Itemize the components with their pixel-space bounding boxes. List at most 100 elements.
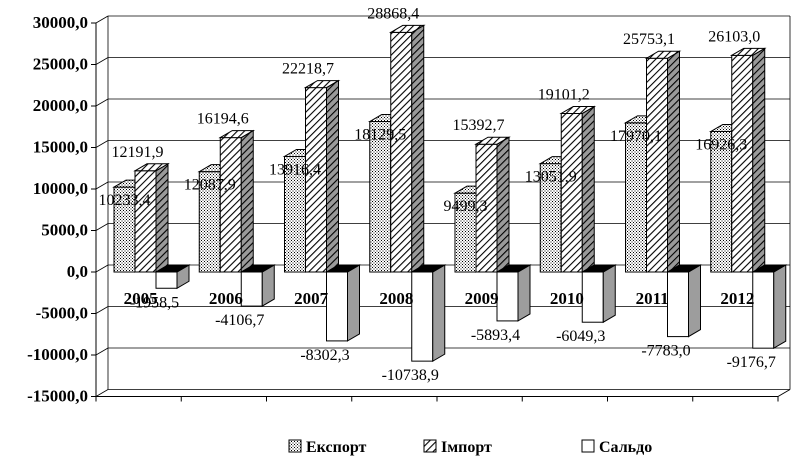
data-label-import: 22218,7: [282, 61, 334, 78]
data-label-import: 26103,0: [708, 28, 760, 45]
gridline-side: [95, 181, 109, 190]
bar-side: [496, 136, 510, 273]
category-label: 2006: [209, 289, 243, 308]
gridline-side: [95, 306, 109, 314]
gridline-side: [95, 264, 109, 273]
bar-side: [347, 264, 360, 342]
category-label: 2005: [124, 289, 158, 308]
bar-group: [708, 47, 788, 350]
bars: [112, 24, 788, 363]
category-label: 2007: [294, 289, 329, 308]
data-label-balance: -6049,3: [556, 328, 605, 345]
bar-side: [517, 264, 531, 322]
bar-balance: [409, 264, 447, 363]
category-label: 2010: [550, 289, 584, 308]
bar-group: [367, 24, 447, 363]
bar-front: [240, 271, 263, 307]
legend-item: Імпорт: [423, 439, 492, 456]
bar-top: [559, 105, 597, 114]
legend-label: Експорт: [306, 439, 367, 456]
bar-front: [134, 170, 157, 273]
y-tick-label: 20000,0: [33, 96, 88, 115]
legend-swatch: [288, 439, 302, 453]
data-label-import: 28868,4: [367, 5, 419, 22]
bar-front: [625, 122, 647, 273]
bar-top: [154, 264, 191, 273]
bar-top: [303, 80, 341, 89]
bar-front: [305, 87, 327, 273]
bar-group: [112, 162, 191, 290]
bar-group: [282, 79, 362, 342]
bar-front: [369, 121, 392, 273]
bar-side: [581, 105, 595, 273]
bar-import: [133, 162, 170, 273]
data-labels: 10233,4 12191,9 -1958,5 12087,9 16194,6 -4106…: [99, 5, 776, 384]
data-label-export: 9499,3: [444, 198, 488, 215]
bar-import: [729, 47, 767, 273]
y-tick-label: 25000,0: [33, 55, 88, 74]
bar-balance: [154, 264, 191, 290]
bar-top: [495, 264, 532, 273]
bar-balance: [495, 264, 532, 322]
bar-side: [667, 50, 680, 273]
bar-side: [326, 79, 339, 273]
data-label-export: 18129,5: [354, 127, 406, 144]
gridline-side: [95, 347, 109, 356]
gridline-side: [95, 98, 109, 107]
bar-balance: [665, 264, 703, 338]
bar-top: [474, 136, 511, 145]
bar-side: [155, 162, 169, 273]
category-label: 2009: [465, 289, 499, 308]
bar-balance: [580, 264, 618, 324]
bar-group: [623, 50, 703, 338]
bar-front: [411, 271, 434, 362]
axes: [91, 16, 791, 402]
bar-import: [644, 50, 682, 273]
y-tick-label: 0,0: [67, 262, 88, 281]
y-tick-label: -5000,0: [36, 304, 88, 323]
category-label: 2011: [636, 289, 669, 308]
legend-item: Сальдо: [581, 439, 652, 456]
bar-front: [752, 271, 775, 349]
gridline-side: [95, 57, 109, 65]
bar-import: [303, 79, 341, 273]
bar-side: [411, 24, 425, 273]
gridline-side: [95, 223, 109, 231]
category-label: 2012: [720, 289, 754, 308]
y-tick-labels: 30000,0 25000,0 20000,0 15000,0 10000,0 5000,…: [27, 13, 88, 406]
y-tick-label: 5000,0: [41, 221, 88, 240]
bar-front: [390, 31, 413, 273]
bar-front: [581, 271, 604, 323]
y-tick-label: -10000,0: [27, 345, 88, 364]
bar-import: [388, 24, 426, 273]
y-tick-label: 15000,0: [33, 138, 88, 157]
bar-front: [646, 57, 668, 273]
data-label-export: 16926,3: [695, 137, 747, 154]
bar-side: [240, 129, 254, 273]
gridline-side: [95, 389, 109, 397]
bar-top: [750, 264, 788, 273]
bar-top: [665, 264, 703, 273]
bar-group: [538, 105, 618, 324]
bar-import: [218, 129, 256, 273]
bar-front: [219, 137, 242, 273]
data-label-balance: -4106,7: [215, 312, 264, 329]
legend-label: Сальдо: [599, 439, 652, 456]
bar-side: [773, 264, 787, 350]
bar-balance: [324, 264, 362, 342]
floor-side-edge: [777, 389, 791, 397]
bar-top: [644, 50, 682, 59]
y-tick-label: -15000,0: [27, 387, 88, 406]
legend-item: Експорт: [288, 439, 367, 456]
bar-top: [388, 24, 426, 33]
data-label-export: 13916,4: [269, 161, 321, 178]
y-tick-label: 30000,0: [33, 13, 88, 32]
data-label-import: 16194,6: [197, 111, 249, 128]
data-label-export: 12087,9: [184, 177, 236, 194]
data-label-import: 15392,7: [453, 117, 505, 134]
legend-label: Імпорт: [441, 439, 492, 456]
legend: Експорт Імпорт Сальдо: [288, 439, 652, 456]
bar-group: [453, 136, 532, 322]
bar-front: [560, 112, 583, 273]
data-label-export: 13051,9: [525, 169, 577, 186]
